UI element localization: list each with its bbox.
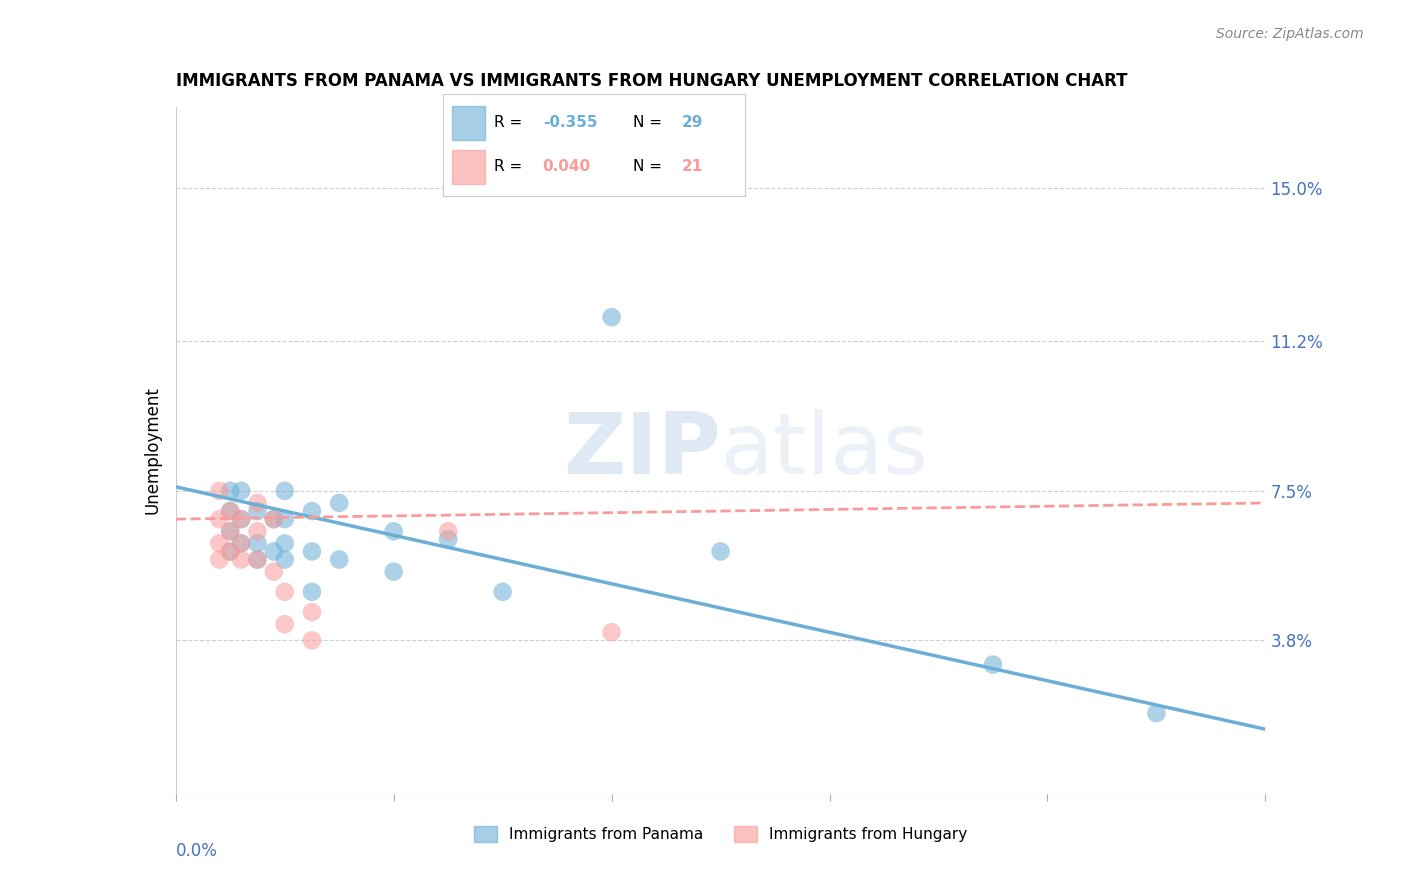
Text: 29: 29 <box>682 115 703 130</box>
Text: N =: N = <box>633 159 662 174</box>
Point <box>219 504 242 518</box>
Text: 0.0%: 0.0% <box>176 842 218 860</box>
Point <box>274 617 297 632</box>
Point <box>328 496 350 510</box>
Point <box>301 633 323 648</box>
Text: R =: R = <box>495 115 523 130</box>
Point <box>301 585 323 599</box>
Point <box>231 483 253 498</box>
Point <box>231 512 253 526</box>
Point <box>274 585 297 599</box>
Point <box>382 524 405 539</box>
Point <box>208 552 231 566</box>
Point <box>274 483 297 498</box>
Point <box>328 552 350 566</box>
Point <box>208 483 231 498</box>
Point <box>274 552 297 566</box>
Point <box>246 524 269 539</box>
Point <box>981 657 1004 672</box>
Bar <box>451 150 485 184</box>
Text: -0.355: -0.355 <box>543 115 598 130</box>
Point <box>219 524 242 539</box>
Point <box>382 565 405 579</box>
Text: IMMIGRANTS FROM PANAMA VS IMMIGRANTS FROM HUNGARY UNEMPLOYMENT CORRELATION CHART: IMMIGRANTS FROM PANAMA VS IMMIGRANTS FRO… <box>176 72 1128 90</box>
Point <box>219 504 242 518</box>
Point <box>301 504 323 518</box>
Point <box>219 483 242 498</box>
Point <box>274 536 297 550</box>
Point <box>246 496 269 510</box>
Text: N =: N = <box>633 115 662 130</box>
Text: ZIP: ZIP <box>562 409 721 492</box>
Point <box>231 536 253 550</box>
Point <box>263 565 285 579</box>
Point <box>246 536 269 550</box>
Legend: Immigrants from Panama, Immigrants from Hungary: Immigrants from Panama, Immigrants from … <box>468 820 973 848</box>
Point <box>600 625 623 640</box>
Text: R =: R = <box>495 159 523 174</box>
Text: atlas: atlas <box>721 409 928 492</box>
Text: 0.040: 0.040 <box>543 159 591 174</box>
Point <box>301 605 323 619</box>
Point <box>231 536 253 550</box>
Point <box>437 533 460 547</box>
Point <box>231 552 253 566</box>
Text: 21: 21 <box>682 159 703 174</box>
Point <box>710 544 733 558</box>
Point <box>219 524 242 539</box>
Point <box>219 544 242 558</box>
Point <box>246 552 269 566</box>
Point <box>231 512 253 526</box>
Y-axis label: Unemployment: Unemployment <box>143 386 162 515</box>
Point <box>263 512 285 526</box>
Point <box>301 544 323 558</box>
Bar <box>451 106 485 140</box>
Point <box>274 512 297 526</box>
Point <box>219 544 242 558</box>
Point <box>492 585 515 599</box>
Point <box>600 310 623 325</box>
Text: Source: ZipAtlas.com: Source: ZipAtlas.com <box>1216 27 1364 41</box>
Point <box>263 512 285 526</box>
Point <box>1144 706 1167 720</box>
Point <box>208 512 231 526</box>
Point <box>437 524 460 539</box>
Point <box>246 552 269 566</box>
Point <box>208 536 231 550</box>
Point <box>246 504 269 518</box>
Point <box>263 544 285 558</box>
